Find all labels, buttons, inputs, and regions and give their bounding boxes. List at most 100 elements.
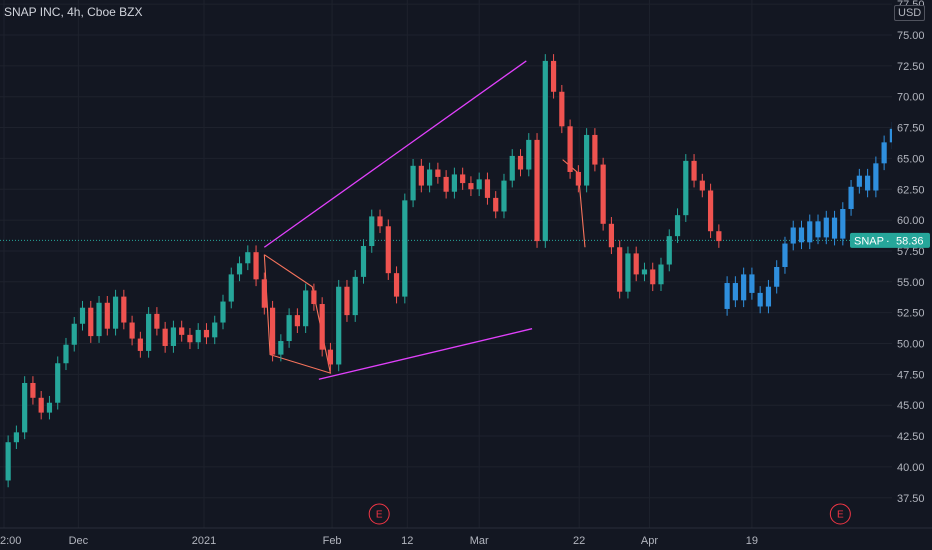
trendline-drawings[interactable] — [263, 60, 533, 380]
earnings-marker-label: E — [837, 510, 844, 521]
candle-body — [873, 163, 879, 191]
candle-body — [848, 186, 854, 209]
candle-body — [286, 315, 292, 342]
candle-body — [195, 329, 201, 343]
price-tick-label: 70.00 — [897, 92, 925, 104]
price-tick-label: 42.50 — [897, 431, 925, 443]
earnings-marker[interactable]: E — [829, 503, 851, 525]
candle-body — [327, 349, 334, 365]
price-tick-label: 40.00 — [897, 462, 925, 474]
candle-body — [170, 327, 177, 346]
time-tick-label: Dec — [69, 535, 89, 547]
candle-body — [146, 313, 152, 351]
time-axis-bg — [0, 528, 932, 550]
candle-body — [592, 134, 598, 165]
time-tick-label: 12 — [401, 535, 413, 547]
candle-body — [493, 197, 499, 212]
badge-price: 58.36 — [896, 235, 924, 247]
candle-body — [476, 179, 482, 190]
candle-body — [840, 208, 846, 239]
candle-body — [443, 176, 449, 192]
price-tick-label: 57.50 — [897, 246, 925, 258]
candle-body — [154, 313, 160, 329]
last-price-badge-bg — [850, 232, 930, 248]
price-tick-label: 62.50 — [897, 184, 925, 196]
candle-body — [427, 169, 433, 186]
price-axis-bg — [892, 0, 932, 550]
price-tick-label: 72.50 — [897, 61, 925, 73]
earnings-marker-circle — [368, 503, 390, 525]
candle-body — [402, 200, 408, 297]
currency-button[interactable]: USD — [894, 5, 926, 21]
candle-body — [55, 363, 61, 403]
candle-body — [5, 442, 11, 481]
trendline[interactable] — [318, 328, 533, 380]
candle-body — [666, 236, 672, 265]
candle-body — [831, 217, 838, 239]
candle-body — [501, 180, 507, 212]
candle-body — [691, 160, 697, 181]
price-tick-label: 55.00 — [897, 277, 925, 289]
earnings-marker-label: E — [376, 510, 383, 521]
trendline[interactable] — [263, 60, 527, 248]
candle-body — [460, 174, 466, 184]
candle-body — [807, 221, 813, 243]
price-tick-label: 47.50 — [897, 369, 925, 381]
candle-body — [269, 307, 276, 355]
candle-body — [765, 286, 772, 307]
candle-body — [468, 183, 474, 190]
candle-body — [567, 126, 573, 172]
candle-body — [865, 175, 871, 191]
candle-body — [418, 165, 424, 186]
candle-body — [823, 217, 829, 238]
time-tick-label: Apr — [641, 535, 658, 547]
candle-body — [798, 227, 805, 243]
candle-body — [294, 315, 300, 327]
price-tick-label: 67.50 — [897, 123, 925, 135]
candle-body — [220, 301, 226, 323]
candle-body — [360, 246, 367, 277]
time-axis[interactable]: 2:00 Dec 2021 Feb 12 Mar 22 Apr 19 — [0, 527, 932, 550]
candle-body — [203, 329, 210, 338]
candle-body — [559, 91, 565, 127]
candle-body — [245, 252, 251, 264]
pattern-outline[interactable] — [562, 159, 586, 248]
candle-body — [650, 269, 656, 285]
candle-body — [253, 252, 259, 280]
candle-body — [352, 276, 358, 316]
time-tick-label: 22 — [573, 535, 585, 547]
earnings-marker[interactable]: E — [368, 503, 390, 525]
badge-separator: · — [886, 235, 890, 247]
time-tick-label: Mar — [470, 535, 489, 547]
badge-symbol: SNAP — [854, 235, 884, 247]
candle-body — [79, 307, 86, 324]
symbol-legend[interactable]: SNAP INC, 4h, Cboe BZX — [4, 5, 143, 19]
candle-body — [732, 283, 738, 301]
candle-body — [699, 180, 705, 191]
candle-body — [526, 139, 532, 170]
candle-body — [625, 253, 631, 292]
price-tick-label: 37.50 — [897, 493, 925, 505]
candle-body — [104, 302, 110, 329]
candle-body — [137, 338, 143, 351]
time-tick-label: 2:00 — [0, 535, 21, 547]
candle-body — [517, 155, 524, 170]
candle-body — [344, 286, 350, 316]
pattern-outline[interactable] — [263, 254, 332, 374]
candle-body — [71, 323, 77, 345]
price-axis[interactable]: 37.50 40.00 42.50 45.00 47.50 50.00 52.50 55.00… — [892, 0, 932, 550]
candle-body — [683, 160, 689, 216]
candle-body — [881, 142, 887, 164]
candle-body — [451, 174, 457, 192]
candle-body — [716, 231, 722, 242]
candle-body — [369, 216, 375, 247]
candle-body — [509, 155, 515, 181]
candle-body — [782, 243, 788, 267]
price-tick-label: 60.00 — [897, 215, 925, 227]
candle-body — [336, 286, 342, 365]
candles — [5, 54, 932, 488]
candle-body — [179, 327, 185, 335]
